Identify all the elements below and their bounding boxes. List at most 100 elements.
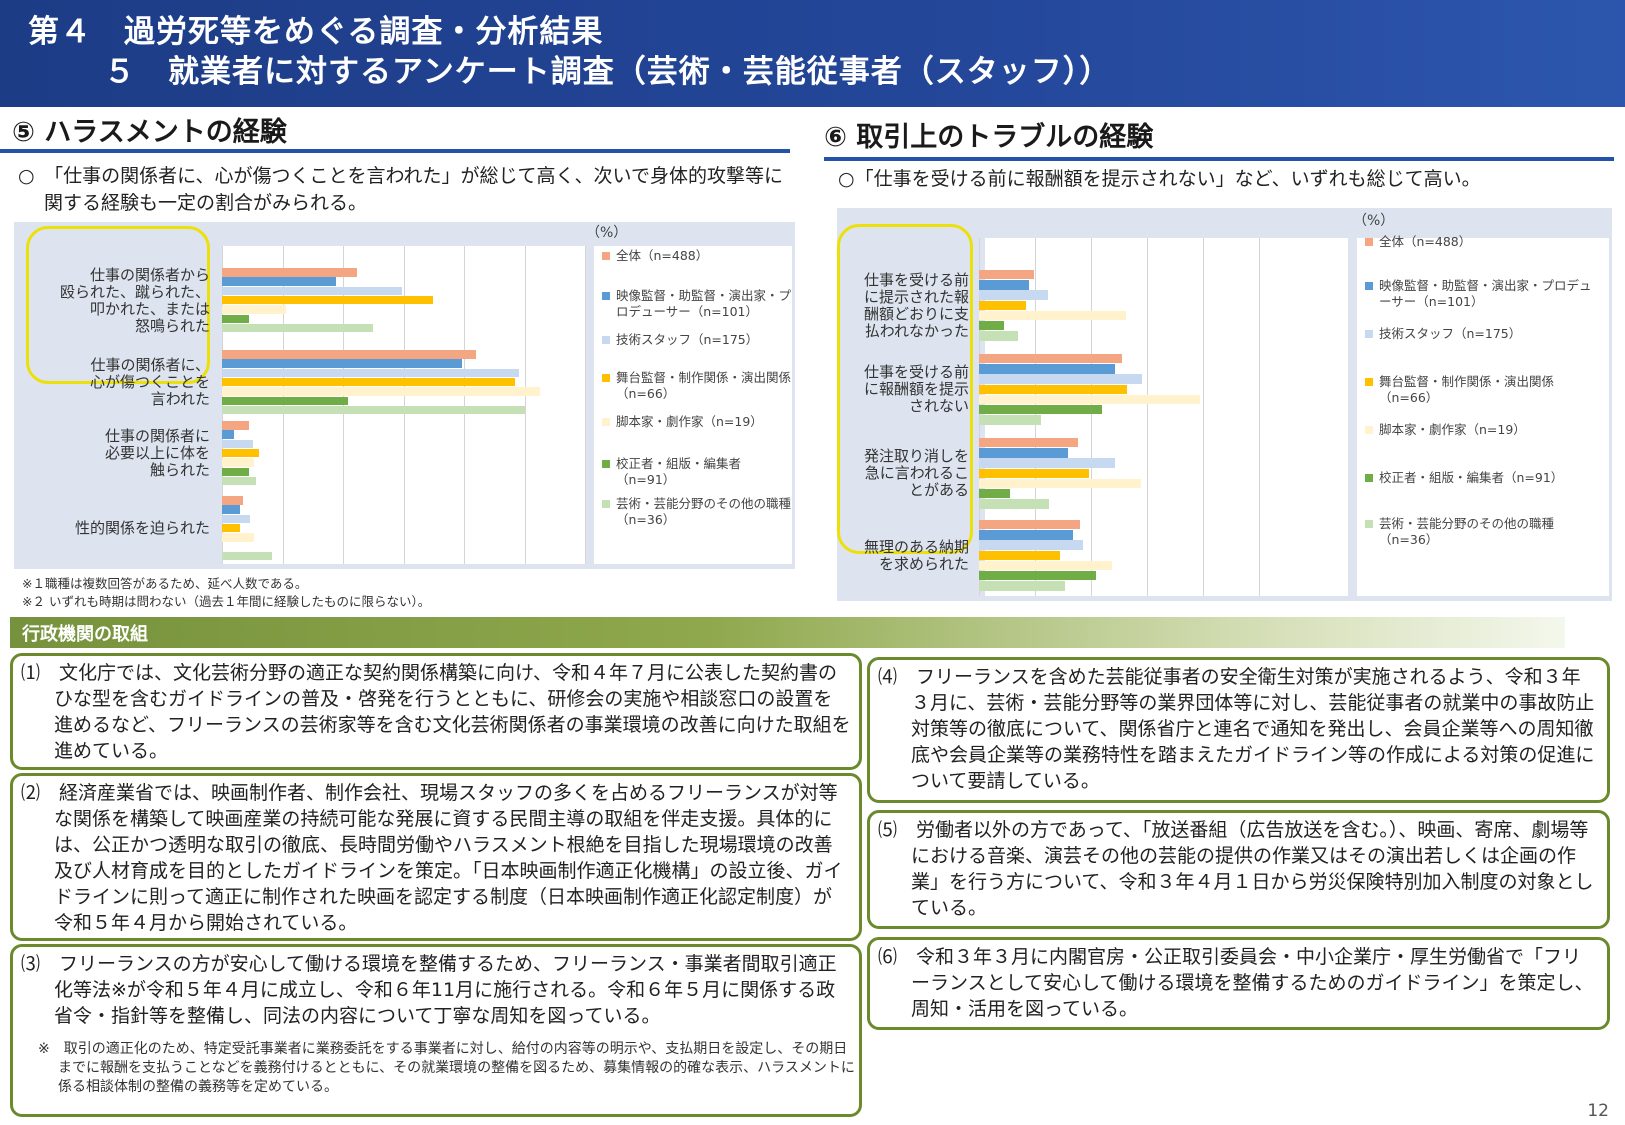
transaction-legend-swatch-1 — [1365, 238, 1373, 246]
harassment-bar-2-1 — [222, 350, 477, 359]
harassment-legend-item-3: 技術スタッフ（n=175） — [602, 332, 792, 348]
harassment-category-label-4: 性的関係を迫られた — [30, 520, 210, 537]
transaction-bar-4-4 — [979, 550, 1060, 560]
harassment-bar-4-3 — [222, 514, 250, 524]
harassment-chart: （%） 仕事の関係者から 殴られた、蹴られた、 叩かれた、または 怒鳴られた 仕事の関係… — [14, 222, 795, 569]
harassment-bar-3-2 — [222, 430, 235, 439]
transaction-bar-3-3 — [979, 458, 1116, 468]
transaction-category-label-2-line-1: 仕事を受ける前 — [863, 363, 969, 382]
harassment-bar-1-7 — [222, 323, 374, 333]
admin-section-band: 行政機関の取組 — [10, 617, 1565, 648]
harassment-legend-label-7: 芸術・芸能分野のその他の職種（n=36） — [616, 496, 792, 527]
transaction-category-label-1-line-4: 払われなかった — [864, 321, 969, 340]
transaction-bar-4-2 — [979, 530, 1074, 540]
harassment-legend-label-5: 脚本家・劇作家（n=19） — [616, 414, 763, 429]
page-number: 12 — [1587, 1101, 1609, 1121]
transaction-legend-item-4: 舞台監督・制作関係・演出関係（n=66） — [1365, 374, 1595, 406]
transaction-bar-3-7 — [979, 499, 1049, 509]
left-note-2: ※２ いずれも時期は問わない（過去１年間に経験したものに限らない）。 — [22, 594, 431, 609]
harassment-bar-2-5 — [222, 387, 541, 396]
harassment-category-label-1-line-2: 殴られた、蹴られた、 — [59, 282, 210, 301]
transaction-category-label-3: 発注取り消しを 急に言われるこ とがある — [841, 448, 969, 499]
harassment-bar-3-5 — [222, 458, 255, 467]
admin-item-5: ⑸ 労働者以外の方であって、「放送番組（広告放送を含む。）、映画、寄席、劇場等に… — [867, 810, 1610, 929]
transaction-category-label-3-line-2: 急に言われるこ — [864, 464, 969, 483]
transaction-bar-4-1 — [979, 520, 1081, 530]
harassment-bar-2-7 — [222, 405, 525, 415]
transaction-bar-4-5 — [979, 560, 1112, 571]
harassment-bar-1-6 — [222, 314, 249, 323]
transaction-category-label-3-line-3: とがある — [908, 481, 969, 500]
harassment-category-label-1-line-1: 仕事の関係者から — [89, 265, 210, 284]
transaction-bar-3-2 — [979, 448, 1068, 458]
admin-item-2-text: ⑵ 経済産業省では、映画制作者、制作会社、現場スタッフの多くを占めるフリーランス… — [21, 782, 843, 934]
harassment-legend-item-4: 舞台監督・制作関係・演出関係（n=66） — [602, 370, 792, 402]
left-title-underline — [0, 149, 790, 153]
harassment-category-label-3-line-2: 必要以上に体を — [104, 444, 210, 463]
harassment-bar-1-3 — [222, 286, 402, 296]
harassment-bar-4-5 — [222, 533, 255, 542]
harassment-bar-1-4 — [222, 295, 433, 305]
transaction-legend-item-7: 芸術・芸能分野のその他の職種（n=36） — [1365, 516, 1595, 548]
transaction-category-label-1-line-1: 仕事を受ける前 — [863, 270, 969, 289]
transaction-x-unit: （%） — [1353, 213, 1395, 229]
harassment-bar-4-7 — [222, 551, 273, 561]
transaction-bar-2-2 — [979, 364, 1115, 374]
harassment-bar-2-2 — [222, 359, 462, 368]
transaction-bar-3-1 — [979, 438, 1079, 448]
harassment-legend-item-5: 脚本家・劇作家（n=19） — [602, 414, 792, 430]
harassment-bar-4-4 — [222, 523, 241, 533]
transaction-bar-1-5 — [979, 310, 1127, 321]
harassment-bar-3-3 — [222, 439, 253, 449]
harassment-gridline-60 — [585, 246, 586, 564]
right-title-underline — [824, 157, 1614, 161]
transaction-chart: （%） 仕事を受ける前 に提示された報 酬額どおりに支 払われなかった 仕事を受ける前に… — [837, 208, 1612, 601]
harassment-bar-1-5 — [222, 305, 286, 314]
transaction-category-label-2-line-3: されない — [908, 397, 969, 416]
admin-item-5-text: ⑸ 労働者以外の方であって、「放送番組（広告放送を含む。）、映画、寄席、劇場等に… — [878, 819, 1594, 919]
transaction-category-label-3-line-1: 発注取り消しを — [863, 447, 969, 466]
transaction-legend-label-1: 全体（n=488） — [1379, 234, 1472, 249]
harassment-category-label-1-line-4: 怒鳴られた — [134, 316, 210, 335]
harassment-highlight-ring — [26, 226, 210, 384]
admin-footnote: ※ 取引の適正化のため、特定受託事業者に業務委託をする事業者に対し、給付の内容等… — [38, 1041, 855, 1095]
harassment-gridline-30 — [403, 246, 405, 564]
transaction-bar-4-7 — [979, 581, 1065, 591]
transaction-gridline-100 — [1259, 238, 1260, 596]
transaction-bar-3-4 — [979, 468, 1090, 478]
admin-item-6: ⑹ 令和３年３月に内閣官房・公正取引委員会・中小企業庁・厚生労働省で「フリーラン… — [867, 937, 1610, 1030]
harassment-legend-item-7: 芸術・芸能分野のその他の職種（n=36） — [602, 496, 792, 528]
harassment-legend-swatch-1 — [602, 252, 610, 260]
transaction-legend-swatch-5 — [1365, 426, 1373, 434]
transaction-bar-1-1 — [979, 270, 1034, 280]
transaction-bar-1-2 — [979, 280, 1029, 290]
harassment-category-label-4-line-1: 性的関係を迫られた — [74, 519, 210, 538]
transaction-bar-2-7 — [979, 415, 1042, 425]
transaction-category-label-4: 無理のある納期 を求められた — [841, 538, 969, 573]
transaction-legend-swatch-2 — [1365, 282, 1373, 290]
transaction-gridline-40 — [1091, 238, 1092, 596]
transaction-bar-1-6 — [979, 321, 1004, 331]
harassment-legend — [594, 246, 792, 564]
harassment-gridline-0 — [222, 246, 223, 564]
harassment-legend-label-1: 全体（n=488） — [616, 248, 709, 263]
harassment-category-label-2-line-3: 言われた — [150, 390, 210, 409]
transaction-bar-2-5 — [979, 394, 1200, 405]
right-lead-text: ○「仕事を受ける前に報酬額を提示されない」など、いずれも総じて高い。 — [838, 168, 1481, 190]
transaction-legend-swatch-7 — [1365, 520, 1373, 528]
transaction-category-label-2-line-2: に報酬額を提示 — [863, 380, 969, 399]
harassment-bar-2-4 — [222, 377, 516, 387]
harassment-legend-item-1: 全体（n=488） — [602, 248, 792, 264]
transaction-category-label-1: 仕事を受ける前 に提示された報 酬額どおりに支 払われなかった — [841, 270, 969, 340]
left-section-title: ⑤ ハラスメントの経験 — [12, 117, 287, 148]
transaction-legend-swatch-3 — [1365, 330, 1373, 338]
admin-item-1-text: ⑴ 文化庁では、文化芸術分野の適正な契約関係構築に向け、令和４年７月に公表した契… — [21, 662, 851, 762]
harassment-legend-label-6: 校正者・組版・編集者（n=91） — [616, 456, 742, 487]
harassment-bar-1-1 — [222, 268, 357, 277]
transaction-bar-2-3 — [979, 374, 1143, 384]
page-header: 第４ 過労死等をめぐる調査・分析結果 ５ 就業者に対するアンケート調査（芸術・芸… — [0, 0, 1625, 107]
harassment-category-label-1: 仕事の関係者から 殴られた、蹴られた、 叩かれた、または 怒鳴られた — [30, 265, 210, 335]
harassment-legend-item-6: 校正者・組版・編集者（n=91） — [602, 456, 792, 488]
harassment-legend-swatch-6 — [602, 460, 610, 468]
admin-item-3-text: ⑶ フリーランスの方が安心して働ける環境を整備するため、フリーランス・事業者間取… — [21, 953, 837, 1027]
